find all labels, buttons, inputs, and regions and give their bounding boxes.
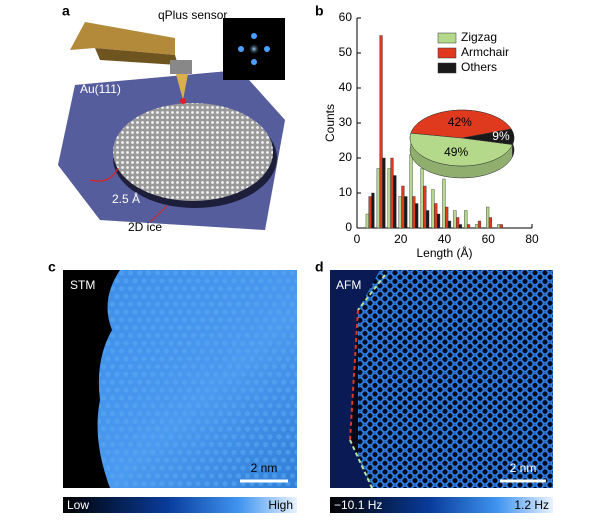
sensor-body <box>70 22 175 55</box>
bar <box>458 224 463 229</box>
x-tick-label: 40 <box>438 232 452 246</box>
sensor-label: qPlus sensor <box>158 8 227 22</box>
bar <box>426 210 430 229</box>
y-tick-label: 0 <box>345 220 352 234</box>
y-tick-label: 60 <box>339 10 353 24</box>
panel-letter: c <box>48 259 56 275</box>
x-tick-label: 60 <box>482 232 496 246</box>
bar <box>475 224 479 229</box>
bar <box>496 224 501 229</box>
bar <box>412 196 416 229</box>
bar <box>376 168 380 229</box>
stm-edge <box>63 270 120 488</box>
colorbar-low: −10.1 Hz <box>334 498 382 512</box>
bar <box>365 213 369 229</box>
bar <box>488 217 493 229</box>
bar <box>434 203 438 229</box>
bar <box>368 196 372 229</box>
legend-label: Zigzag <box>461 30 497 44</box>
mode-label: AFM <box>336 278 361 292</box>
sensor-clamp <box>170 60 192 74</box>
substrate-label: Au(111) <box>80 82 121 96</box>
bar <box>398 196 402 229</box>
panel-letter: b <box>315 3 324 19</box>
bar <box>436 213 441 229</box>
y-tick-label: 50 <box>339 45 353 59</box>
chart: 0 10 20 30 40 50 60 0 20 40 60 80 Length (Å) Counts Zi… <box>323 10 539 260</box>
bar <box>477 220 482 229</box>
armchair-edge <box>349 309 359 441</box>
legend-swatch <box>437 47 457 59</box>
y-tick-label: 10 <box>339 185 353 199</box>
panel-letter: a <box>62 3 70 19</box>
ice-lattice <box>113 103 273 201</box>
bar <box>499 224 503 229</box>
fft-spot <box>251 33 257 39</box>
pie-slice <box>461 128 515 145</box>
bar <box>442 178 446 229</box>
bar <box>404 196 408 229</box>
bar <box>382 157 386 229</box>
pie-label: 42% <box>448 115 472 129</box>
scale-label: 2 nm <box>510 461 537 475</box>
afm-lattice <box>358 270 553 488</box>
legend-swatch <box>437 62 457 74</box>
x-tick-label: 20 <box>394 232 408 246</box>
bar <box>486 206 490 229</box>
bar <box>453 210 457 229</box>
afm-edge <box>330 270 380 488</box>
pie-slice <box>410 109 512 139</box>
y-tick-label: 40 <box>339 80 353 94</box>
bar <box>464 210 468 229</box>
bar <box>445 206 449 229</box>
bar <box>409 154 413 229</box>
mode-label: STM <box>70 278 95 292</box>
height-label: 2.5 Å <box>112 191 140 206</box>
pie-label: 49% <box>444 145 468 159</box>
fft-spot <box>238 46 244 52</box>
tip-atom <box>180 98 186 104</box>
pie-label: 9% <box>492 129 510 143</box>
fft-spot <box>248 43 260 55</box>
bar <box>466 224 471 229</box>
x-axis-label: Length (Å) <box>416 245 472 260</box>
sensor-side <box>95 48 178 65</box>
y-axis-label: Counts <box>323 104 337 142</box>
x-tick-label: 80 <box>525 232 539 246</box>
colorbar-low: Low <box>67 498 89 512</box>
tip <box>176 74 188 100</box>
fft-spot <box>251 59 257 65</box>
bar <box>390 157 394 229</box>
colorbar <box>63 497 297 513</box>
bar <box>393 175 397 229</box>
colorbar-high: 1.2 Hz <box>514 498 549 512</box>
bar <box>387 168 391 229</box>
ice-arrow <box>149 204 169 223</box>
legend-label: Armchair <box>461 45 509 59</box>
bar <box>423 185 427 229</box>
bar <box>401 185 405 229</box>
bar <box>431 189 435 229</box>
bar <box>371 192 375 229</box>
legend-swatch <box>437 32 457 44</box>
bar <box>456 217 460 229</box>
x-tick-label: 0 <box>354 232 361 246</box>
panel-letter: d <box>315 259 324 275</box>
height-arrow <box>89 167 119 182</box>
colorbar-high: High <box>268 498 293 512</box>
fft-spot <box>264 46 270 52</box>
bar <box>415 203 419 229</box>
bar <box>420 168 424 229</box>
zigzag-edge <box>357 274 386 311</box>
scale-label: 2 nm <box>251 461 278 475</box>
zigzag-edge <box>349 439 373 489</box>
bar <box>379 35 383 229</box>
y-tick-label: 30 <box>339 115 353 129</box>
colorbar <box>330 497 553 513</box>
bar <box>447 220 452 229</box>
legend-label: Others <box>461 60 497 74</box>
ice-label: 2D ice <box>128 220 162 234</box>
y-tick-label: 20 <box>339 150 353 164</box>
